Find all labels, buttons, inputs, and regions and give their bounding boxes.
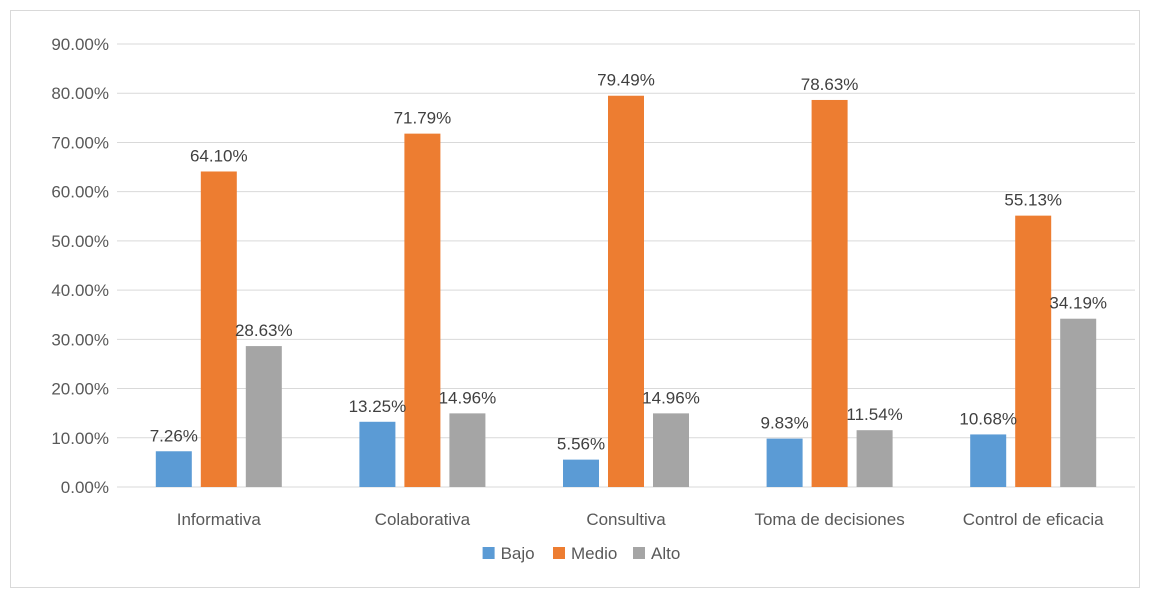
data-label: 78.63% <box>801 75 859 94</box>
bar-bajo <box>563 459 599 487</box>
y-tick-label: 0.00% <box>61 478 109 497</box>
data-label: 64.10% <box>190 146 248 165</box>
y-tick-label: 80.00% <box>51 84 109 103</box>
y-tick-label: 20.00% <box>51 380 109 399</box>
x-tick-label: Informativa <box>177 510 262 529</box>
bars <box>155 95 1097 488</box>
y-tick-label: 70.00% <box>51 133 109 152</box>
bar-bajo <box>155 451 192 487</box>
data-label: 71.79% <box>394 109 452 128</box>
bar-alto <box>1060 318 1097 487</box>
data-label: 10.68% <box>959 409 1017 428</box>
bar-bajo <box>359 421 396 487</box>
data-labels: 7.26% 64.10% 28.63% 13.25% 71.79% 14.96% 5.56%… <box>150 71 1107 454</box>
bar-medio <box>200 171 237 488</box>
y-tick-label: 30.00% <box>51 330 109 349</box>
bar-medio <box>811 99 848 487</box>
data-label: 28.63% <box>235 321 293 340</box>
bar-alto <box>856 430 893 487</box>
data-label: 55.13% <box>1004 191 1062 210</box>
bar-medio <box>1015 215 1052 488</box>
y-tick-label: 10.00% <box>51 429 109 448</box>
data-label: 34.19% <box>1049 294 1107 313</box>
y-tick-label: 50.00% <box>51 232 109 251</box>
x-axis-tick-labels: Informativa Colaborativa Consultiva Toma de… <box>177 510 1104 529</box>
data-label: 9.83% <box>760 414 808 433</box>
bar-alto <box>245 346 282 487</box>
bar-medio <box>404 133 441 487</box>
x-tick-label: Control de eficacia <box>963 510 1104 529</box>
legend-swatch-bajo <box>482 547 495 559</box>
data-label: 11.54% <box>846 405 902 424</box>
legend-swatch-medio <box>553 547 565 559</box>
legend-label-alto: Alto <box>651 544 680 563</box>
bar-alto <box>653 413 689 487</box>
x-tick-label: Toma de decisiones <box>754 510 904 529</box>
bar-alto <box>449 413 486 487</box>
data-label: 14.96% <box>439 388 497 407</box>
data-label: 14.96% <box>642 388 700 407</box>
legend: Bajo Medio Alto <box>482 544 680 563</box>
data-label: 7.26% <box>150 426 198 445</box>
data-label: 79.49% <box>597 71 655 90</box>
bar-bajo <box>970 434 1007 487</box>
x-tick-label: Consultiva <box>586 510 666 529</box>
bar-medio <box>608 95 644 488</box>
y-tick-label: 40.00% <box>51 281 109 300</box>
data-label: 5.56% <box>557 435 605 454</box>
legend-label-medio: Medio <box>571 544 617 563</box>
data-label: 13.25% <box>349 397 407 416</box>
legend-label-bajo: Bajo <box>501 544 535 563</box>
bar-chart: 0.00% 10.00% 20.00% 30.00% 40.00% 50.00% 60.00… <box>51 35 1135 563</box>
y-axis-tick-labels: 0.00% 10.00% 20.00% 30.00% 40.00% 50.00% 60.00… <box>51 35 109 497</box>
y-tick-label: 60.00% <box>51 183 109 202</box>
chart-frame: 0.00% 10.00% 20.00% 30.00% 40.00% 50.00% 60.00… <box>10 10 1140 588</box>
x-tick-label: Colaborativa <box>375 510 471 529</box>
bar-bajo <box>766 438 803 487</box>
legend-swatch-alto <box>633 547 645 559</box>
y-tick-label: 90.00% <box>51 35 109 54</box>
